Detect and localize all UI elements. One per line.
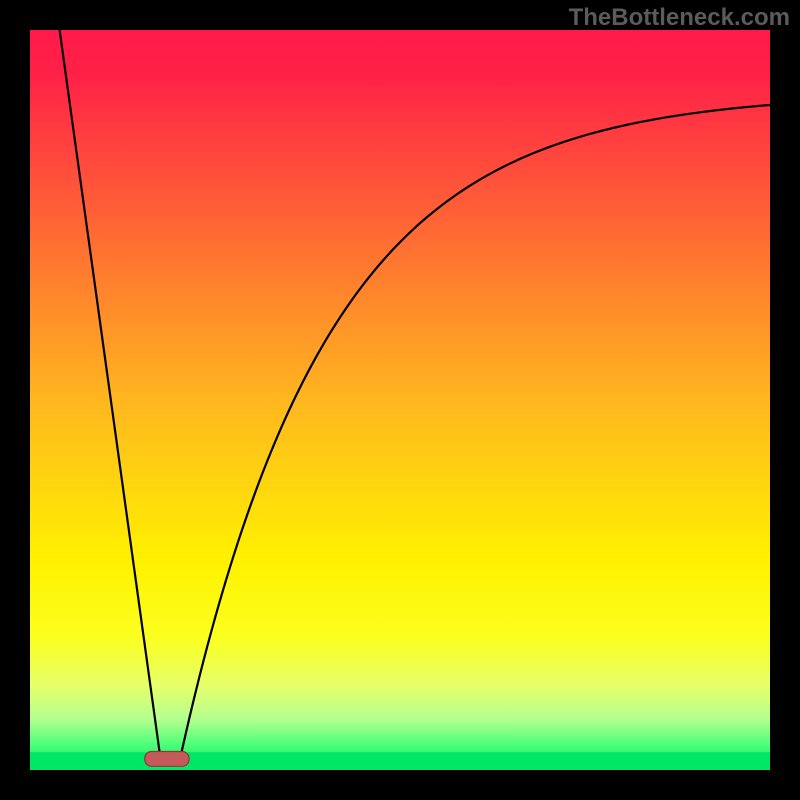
bottleneck-chart [0,0,800,800]
watermark-text: TheBottleneck.com [569,4,790,32]
chart-container: TheBottleneck.com [0,0,800,800]
minimum-marker [145,752,189,767]
plot-background-gradient [30,30,770,770]
green-bottom-band [30,752,770,770]
